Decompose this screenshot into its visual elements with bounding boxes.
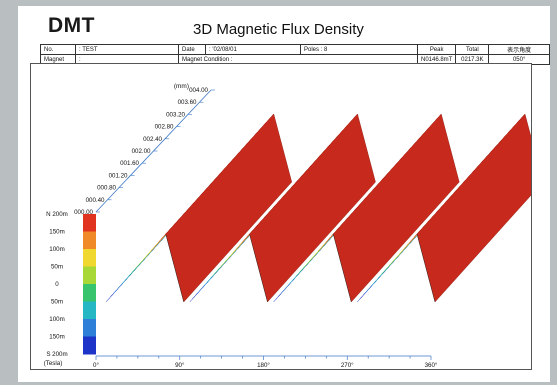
- y-tick-label: 002.40: [143, 136, 162, 143]
- info-table: No. : TEST Date : '02/08/01 Poles : 8 Pe…: [40, 44, 550, 65]
- z-tick-label: 50m: [51, 264, 63, 271]
- z-tick-label: 100m: [49, 246, 64, 253]
- legend-swatch: [83, 319, 96, 337]
- z-unit-label: (Tesla): [44, 360, 63, 367]
- x-tick-label: 360°: [425, 362, 438, 369]
- legend-swatch: [83, 266, 96, 285]
- legend-swatch: [83, 284, 96, 302]
- flux-density-plot: N 200m 150m 100m 50m 0 50m 100m 150m S 200m (Tesl…: [30, 63, 532, 370]
- x-tick-label: 0°: [93, 362, 99, 369]
- y-tick-label: 002.80: [155, 124, 174, 131]
- x-tick-label: 270°: [341, 362, 354, 369]
- y-tick-label: 002.00: [132, 148, 151, 155]
- legend-swatch: [83, 249, 96, 267]
- surface-edge: [333, 233, 352, 303]
- poles-value: Poles : 8: [300, 44, 418, 55]
- no-label: No.: [40, 44, 76, 55]
- depth-axis: 000.00 000.40 000.80 001.20 001.60 002.00 002.…: [74, 83, 215, 216]
- date-label: Date: [178, 44, 206, 55]
- angle-axis: 0° 90° 180° 270° 360°: [93, 355, 438, 369]
- surface-edge: [165, 233, 184, 303]
- z-tick-label: 0: [55, 281, 59, 288]
- angle-label: 表示角度: [488, 44, 550, 55]
- legend-swatch: [83, 214, 96, 232]
- info-row-1: No. : TEST Date : '02/08/01 Poles : 8 Pe…: [40, 44, 550, 55]
- y-tick-label: 000.00: [74, 209, 93, 216]
- surface-edge: [416, 233, 436, 303]
- z-tick-label: N 200m: [46, 211, 68, 218]
- peak-label: Peak: [416, 44, 457, 55]
- z-tick-label: 50m: [51, 299, 63, 306]
- y-tick-label: 004.00: [189, 87, 208, 94]
- y-tick-label: 001.20: [109, 172, 128, 179]
- surface-ridges: [105, 113, 531, 303]
- logo: DMT: [48, 14, 95, 37]
- surface-edge: [249, 233, 268, 303]
- x-tick-label: 90°: [175, 362, 185, 369]
- z-tick-label: 100m: [49, 316, 64, 323]
- x-tick-label: 180°: [257, 362, 270, 369]
- y-tick-label: 003.60: [178, 99, 197, 106]
- y-tick-label: 000.80: [97, 185, 116, 192]
- legend-swatch: [83, 336, 96, 355]
- no-value: : TEST: [75, 44, 179, 55]
- y-tick-label: 000.40: [86, 197, 105, 204]
- legend-swatch: [83, 231, 96, 250]
- y-unit-label: (mm): [174, 83, 189, 90]
- page-title: 3D Magnetic Flux Density: [193, 21, 364, 38]
- y-tick-label: 001.60: [120, 160, 139, 167]
- color-legend: N 200m 150m 100m 50m 0 50m 100m 150m S 200m (Tesl…: [44, 211, 96, 367]
- total-label: Total: [455, 44, 490, 55]
- z-tick-label: 150m: [49, 229, 64, 236]
- z-tick-label: 150m: [49, 334, 64, 341]
- surface-chart: N 200m 150m 100m 50m 0 50m 100m 150m S 200m (Tesl…: [44, 83, 531, 369]
- y-tick-label: 003.20: [166, 111, 185, 118]
- date-value: : '02/08/01: [205, 44, 301, 55]
- legend-swatch: [83, 301, 96, 320]
- z-tick-label: S 200m: [46, 351, 67, 358]
